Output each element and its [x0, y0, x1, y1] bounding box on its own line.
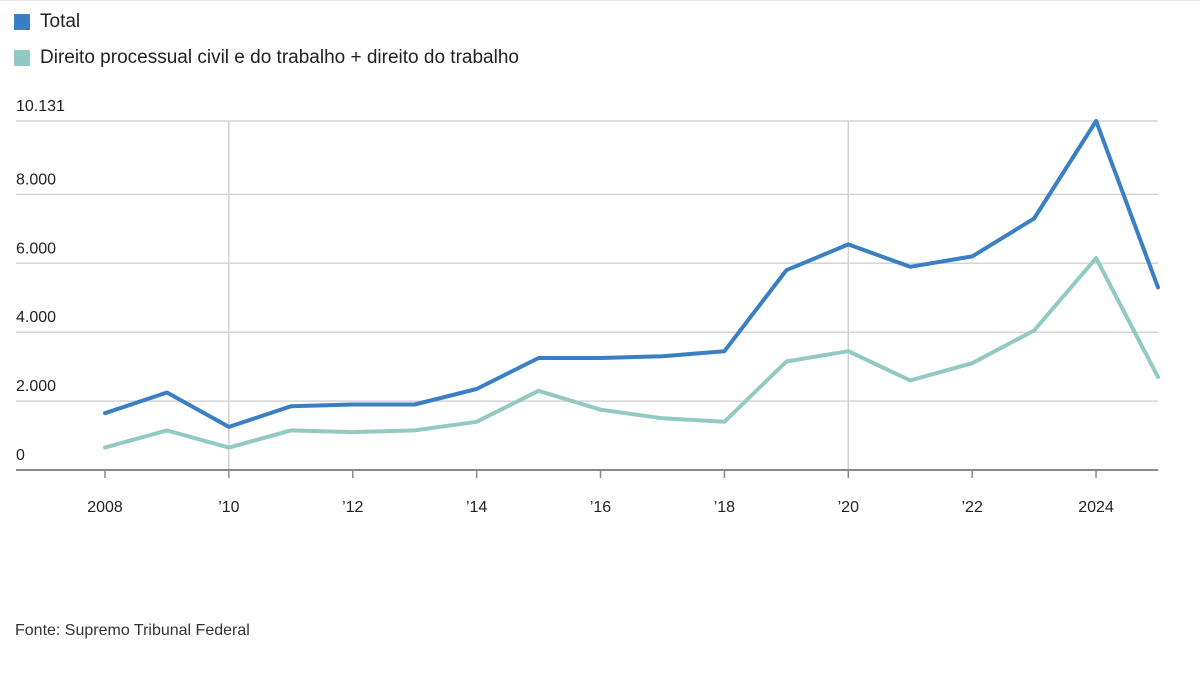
y-tick-label: 10.131 — [16, 98, 65, 115]
y-tick-label: 8.000 — [16, 171, 56, 188]
x-tick-label: ’18 — [714, 499, 735, 516]
y-tick-label: 4.000 — [16, 309, 56, 326]
y-tick-label: 2.000 — [16, 378, 56, 395]
legend-item-trabalho: Direito processual civil e do trabalho +… — [14, 40, 519, 76]
legend-swatch-trabalho — [14, 50, 30, 66]
legend-label-trabalho: Direito processual civil e do trabalho +… — [40, 47, 519, 68]
legend-swatch-total — [14, 14, 30, 30]
y-tick-label: 6.000 — [16, 240, 56, 257]
legend: Total Direito processual civil e do trab… — [14, 4, 519, 76]
legend-label-total: Total — [40, 11, 81, 32]
y-tick-label: 0 — [16, 447, 25, 464]
source-note: Fonte: Supremo Tribunal Federal — [15, 622, 250, 639]
x-tick-label: ’12 — [342, 499, 363, 516]
legend-item-total: Total — [14, 4, 519, 40]
x-tick-label: ’14 — [466, 499, 487, 516]
x-tick-label: ’20 — [838, 499, 859, 516]
x-tick-label: ’10 — [218, 499, 239, 516]
series-line-total — [103, 119, 1160, 429]
x-tick-label: ’16 — [590, 499, 611, 516]
series-line-trabalho — [103, 256, 1160, 450]
x-tick-label: 2008 — [87, 499, 123, 516]
x-tick-label: 2024 — [1078, 499, 1114, 516]
top-rule — [0, 0, 1200, 1]
x-tick-label: ’22 — [961, 499, 982, 516]
